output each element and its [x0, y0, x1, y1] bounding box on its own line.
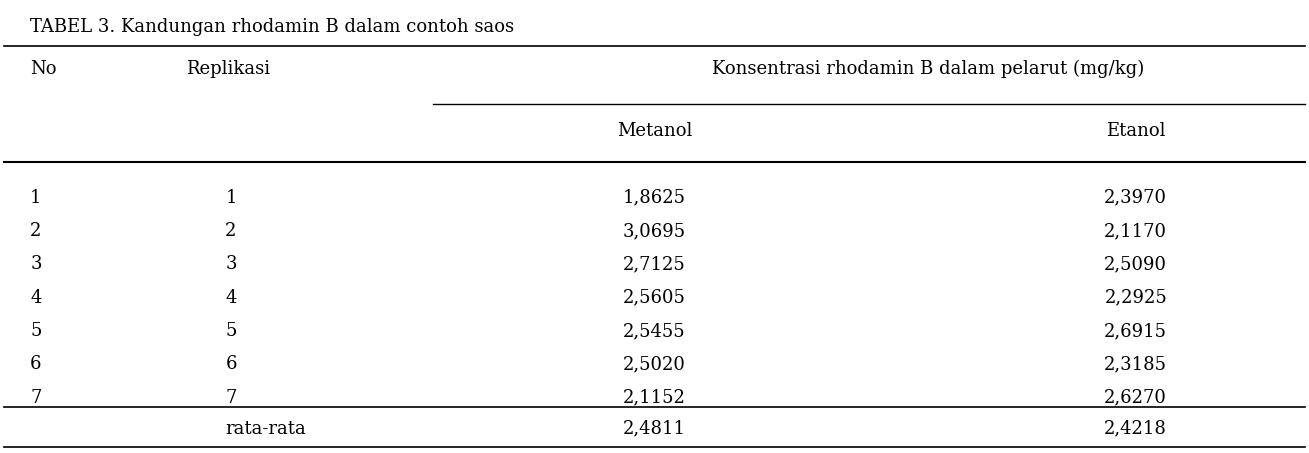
Text: 2,5605: 2,5605 — [623, 289, 686, 307]
Text: 2,3970: 2,3970 — [1105, 188, 1168, 207]
Text: 7: 7 — [225, 389, 237, 407]
Text: 2,5020: 2,5020 — [623, 355, 686, 373]
Text: 6: 6 — [225, 355, 237, 373]
Text: Etanol: Etanol — [1106, 122, 1165, 140]
Text: 2,7125: 2,7125 — [623, 255, 686, 273]
Text: 2,1170: 2,1170 — [1105, 222, 1168, 240]
Text: 2,1152: 2,1152 — [623, 389, 686, 407]
Text: 3,0695: 3,0695 — [623, 222, 686, 240]
Text: 2,6915: 2,6915 — [1105, 322, 1168, 340]
Text: 2: 2 — [30, 222, 42, 240]
Text: 1: 1 — [30, 188, 42, 207]
Text: No: No — [30, 60, 56, 77]
Text: 7: 7 — [30, 389, 42, 407]
Text: 5: 5 — [30, 322, 42, 340]
Text: rata-rata: rata-rata — [225, 420, 306, 438]
Text: 4: 4 — [30, 289, 42, 307]
Text: 3: 3 — [30, 255, 42, 273]
Text: 5: 5 — [225, 322, 237, 340]
Text: 3: 3 — [225, 255, 237, 273]
Text: 2,2925: 2,2925 — [1105, 289, 1168, 307]
Text: 2,5090: 2,5090 — [1105, 255, 1168, 273]
Text: Konsentrasi rhodamin B dalam pelarut (mg/kg): Konsentrasi rhodamin B dalam pelarut (mg… — [712, 59, 1144, 78]
Text: 2: 2 — [225, 222, 237, 240]
Text: 1: 1 — [225, 188, 237, 207]
Text: 2,3185: 2,3185 — [1105, 355, 1168, 373]
Text: 6: 6 — [30, 355, 42, 373]
Text: 2,5455: 2,5455 — [623, 322, 686, 340]
Text: 1,8625: 1,8625 — [623, 188, 686, 207]
Text: Metanol: Metanol — [617, 122, 692, 140]
Text: TABEL 3. Kandungan rhodamin B dalam contoh saos: TABEL 3. Kandungan rhodamin B dalam cont… — [30, 18, 514, 35]
Text: 2,4218: 2,4218 — [1105, 420, 1168, 438]
Text: 2,6270: 2,6270 — [1105, 389, 1168, 407]
Text: 4: 4 — [225, 289, 237, 307]
Text: Replikasi: Replikasi — [186, 60, 271, 77]
Text: 2,4811: 2,4811 — [623, 420, 686, 438]
